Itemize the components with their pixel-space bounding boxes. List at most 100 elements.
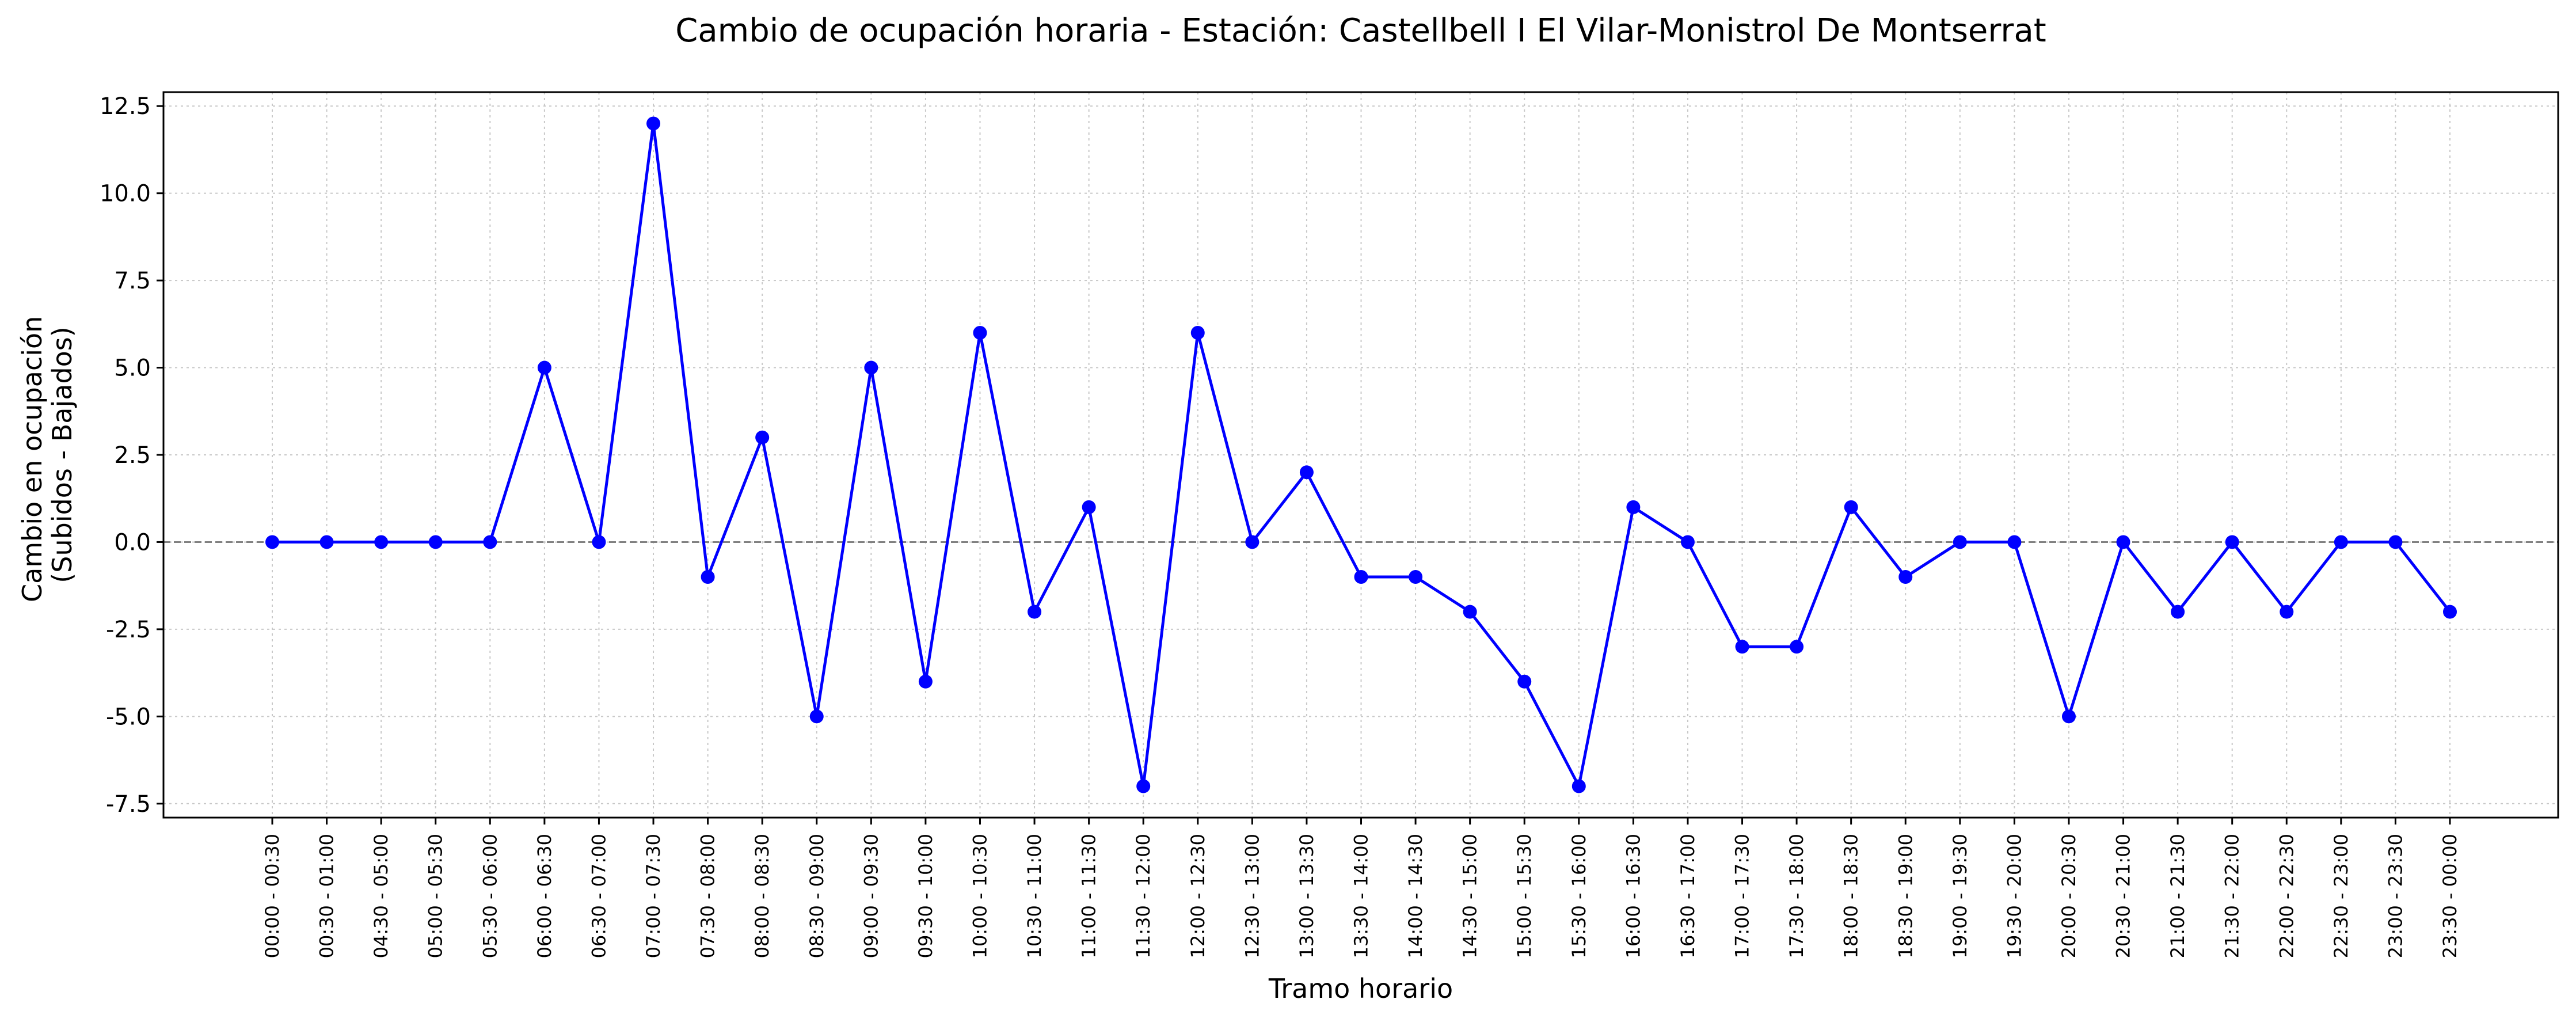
data-point xyxy=(1844,500,1858,514)
x-tick-label: 18:30 - 19:00 xyxy=(1894,834,1916,958)
data-point xyxy=(1299,465,1314,480)
y-axis-label-line2: (Subidos - Bajados) xyxy=(47,326,78,583)
data-point xyxy=(1735,640,1749,654)
x-tick-label: 15:00 - 15:30 xyxy=(1513,834,1535,958)
x-tick-label: 17:30 - 18:00 xyxy=(1786,834,1808,958)
data-point xyxy=(973,325,987,340)
y-axis: -7.5 -5.0 -2.5 0.0 2.5 5.0 7.5 10.0 12.5 xyxy=(100,93,163,818)
x-tick-label: 09:30 - 10:00 xyxy=(915,834,937,958)
x-tick-label: 15:30 - 16:00 xyxy=(1568,834,1590,958)
data-point xyxy=(918,674,933,689)
x-tick-label: 23:00 - 23:30 xyxy=(2384,834,2406,958)
x-tick-label: 06:30 - 07:00 xyxy=(588,834,610,958)
x-tick-label: 16:00 - 16:30 xyxy=(1622,834,1644,958)
data-point xyxy=(2334,535,2348,549)
x-tick-label: 21:30 - 22:00 xyxy=(2221,834,2243,958)
y-axis-label: Cambio en ocupación (Subidos - Bajados) xyxy=(17,307,78,602)
x-tick-label: 22:30 - 23:00 xyxy=(2330,834,2352,958)
x-tick-label: 04:30 - 05:00 xyxy=(370,834,392,958)
x-tick-label: 08:00 - 08:30 xyxy=(751,834,773,958)
data-point xyxy=(1082,500,1096,514)
data-point xyxy=(428,535,443,549)
x-tick-label: 23:30 - 00:00 xyxy=(2439,834,2461,958)
data-point xyxy=(592,535,606,549)
x-tick-label: 14:30 - 15:00 xyxy=(1459,834,1481,958)
data-point xyxy=(1354,570,1368,584)
x-tick-label: 11:00 - 11:30 xyxy=(1078,834,1100,958)
data-point xyxy=(1626,500,1641,514)
x-tick-label: 17:00 - 17:30 xyxy=(1732,834,1753,958)
data-point xyxy=(1190,325,1205,340)
data-point xyxy=(2280,605,2294,619)
chart-title: Cambio de ocupación horaria - Estación: … xyxy=(675,12,2046,50)
x-tick-label: 22:00 - 22:30 xyxy=(2276,834,2297,958)
x-tick-label: 21:00 - 21:30 xyxy=(2167,834,2189,958)
y-tick-label: -7.5 xyxy=(106,791,151,818)
data-point xyxy=(1245,535,1260,549)
x-tick-label: 07:00 - 07:30 xyxy=(642,834,664,958)
x-tick-label: 08:30 - 09:00 xyxy=(806,834,828,958)
x-tick-label: 14:00 - 14:30 xyxy=(1405,834,1426,958)
x-tick-label: 18:00 - 18:30 xyxy=(1840,834,1862,958)
data-point xyxy=(2116,535,2130,549)
data-point xyxy=(1898,570,1913,584)
x-tick-label: 20:00 - 20:30 xyxy=(2058,834,2080,958)
y-axis-label-line1: Cambio en ocupación xyxy=(17,316,48,602)
y-tick-label: 0.0 xyxy=(114,529,151,556)
y-tick-label: 10.0 xyxy=(100,181,151,207)
x-tick-label: 16:30 - 17:00 xyxy=(1677,834,1699,958)
x-tick-label: 10:30 - 11:00 xyxy=(1023,834,1045,958)
data-point xyxy=(319,535,334,549)
x-tick-label: 19:30 - 20:00 xyxy=(2003,834,2025,958)
x-tick-label: 19:00 - 19:30 xyxy=(1949,834,1971,958)
data-point xyxy=(809,709,824,724)
data-point xyxy=(2443,605,2457,619)
y-tick-label: 2.5 xyxy=(114,442,151,469)
data-point xyxy=(864,360,878,375)
y-tick-label: 5.0 xyxy=(114,355,151,382)
data-point xyxy=(2225,535,2239,549)
x-tick-label: 06:00 - 06:30 xyxy=(534,834,555,958)
data-point xyxy=(1680,535,1695,549)
x-tick-label: 13:30 - 14:00 xyxy=(1350,834,1372,958)
x-axis: 00:00 - 00:30 00:30 - 01:00 04:30 - 05:00 0… xyxy=(261,818,2461,958)
data-points xyxy=(265,116,2457,793)
x-tick-label: 11:30 - 12:00 xyxy=(1132,834,1154,958)
data-point xyxy=(374,535,389,549)
data-point xyxy=(1790,640,1804,654)
x-tick-label: 20:30 - 21:00 xyxy=(2113,834,2134,958)
data-point xyxy=(646,116,661,131)
data-point xyxy=(2171,605,2185,619)
x-tick-label: 09:00 - 09:30 xyxy=(860,834,882,958)
data-point xyxy=(1028,605,1042,619)
x-tick-label: 13:00 - 13:30 xyxy=(1296,834,1318,958)
x-tick-label: 00:30 - 01:00 xyxy=(316,834,338,958)
y-tick-label: -2.5 xyxy=(106,617,151,643)
x-tick-label: 05:00 - 05:30 xyxy=(425,834,447,958)
data-point xyxy=(701,570,715,584)
x-tick-label: 07:30 - 08:00 xyxy=(697,834,719,958)
data-point xyxy=(1463,605,1477,619)
x-tick-label: 12:00 - 12:30 xyxy=(1187,834,1209,958)
x-tick-label: 10:00 - 10:30 xyxy=(969,834,991,958)
data-point xyxy=(1572,779,1586,793)
y-tick-label: -5.0 xyxy=(106,704,151,730)
data-point xyxy=(483,535,497,549)
y-tick-label: 12.5 xyxy=(100,93,151,120)
y-tick-label: 7.5 xyxy=(114,268,151,294)
data-point xyxy=(1517,674,1532,689)
data-point xyxy=(1953,535,1967,549)
data-point xyxy=(537,360,551,375)
data-point xyxy=(265,535,279,549)
data-point xyxy=(755,430,770,444)
data-point xyxy=(1409,570,1423,584)
x-tick-label: 12:30 - 13:00 xyxy=(1241,834,1263,958)
x-tick-label: 05:30 - 06:00 xyxy=(479,834,501,958)
x-axis-label: Tramo horario xyxy=(1268,973,1453,1004)
data-point xyxy=(2388,535,2403,549)
data-point xyxy=(2007,535,2022,549)
x-tick-label: 00:00 - 00:30 xyxy=(261,834,283,958)
